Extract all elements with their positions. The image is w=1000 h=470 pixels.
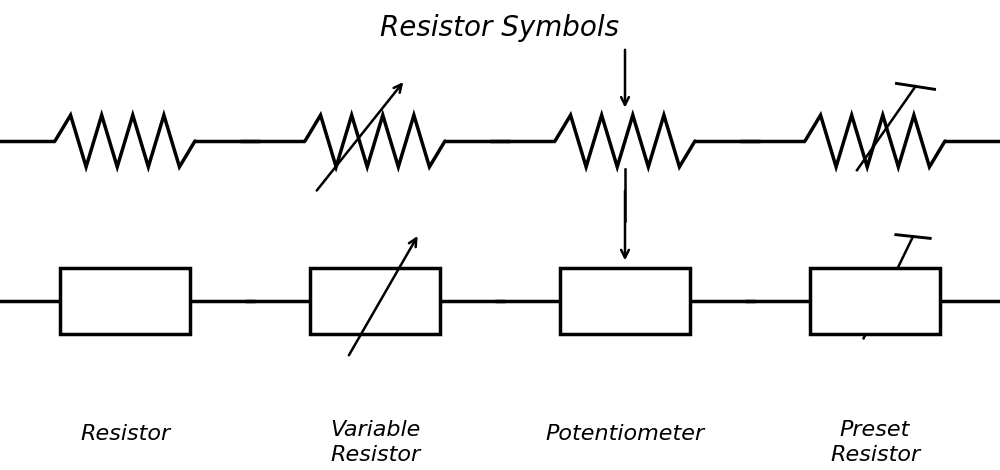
Bar <box>60 268 190 334</box>
Text: Resistor Symbols: Resistor Symbols <box>380 14 620 42</box>
Text: Potentiometer: Potentiometer <box>545 424 705 444</box>
Text: Resistor: Resistor <box>80 424 170 444</box>
Bar <box>810 268 940 334</box>
Text: Preset
Resistor: Preset Resistor <box>830 421 920 465</box>
Text: Variable
Resistor: Variable Resistor <box>330 421 420 465</box>
Bar <box>560 268 690 334</box>
Bar <box>310 268 440 334</box>
